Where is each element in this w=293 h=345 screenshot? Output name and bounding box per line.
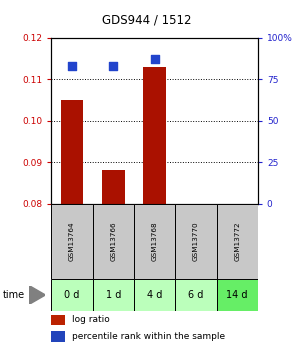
Text: 14 d: 14 d — [226, 290, 248, 300]
Text: 6 d: 6 d — [188, 290, 204, 300]
Text: GSM13764: GSM13764 — [69, 222, 75, 261]
Bar — [175, 204, 217, 279]
Bar — [175, 279, 217, 311]
Text: GSM13768: GSM13768 — [151, 222, 158, 261]
Bar — [51, 315, 65, 325]
Point — [152, 57, 157, 62]
Text: log ratio: log ratio — [72, 315, 110, 324]
Bar — [217, 204, 258, 279]
Text: 1 d: 1 d — [105, 290, 121, 300]
Bar — [51, 279, 93, 311]
Bar — [93, 279, 134, 311]
Text: 4 d: 4 d — [147, 290, 162, 300]
Bar — [51, 204, 93, 279]
Bar — [93, 204, 134, 279]
Text: percentile rank within the sample: percentile rank within the sample — [72, 332, 225, 341]
Text: 0 d: 0 d — [64, 290, 80, 300]
Bar — [51, 331, 65, 342]
Point — [111, 63, 116, 69]
Bar — [143, 67, 166, 204]
Bar — [61, 100, 83, 204]
Bar — [134, 204, 175, 279]
Text: time: time — [3, 290, 25, 300]
Text: GDS944 / 1512: GDS944 / 1512 — [102, 14, 191, 27]
Text: GSM13772: GSM13772 — [234, 222, 240, 261]
Text: GSM13766: GSM13766 — [110, 222, 116, 261]
Point — [70, 63, 74, 69]
Bar — [134, 279, 175, 311]
Text: GSM13770: GSM13770 — [193, 222, 199, 261]
Bar — [102, 170, 125, 204]
Bar — [217, 279, 258, 311]
Polygon shape — [29, 286, 45, 304]
